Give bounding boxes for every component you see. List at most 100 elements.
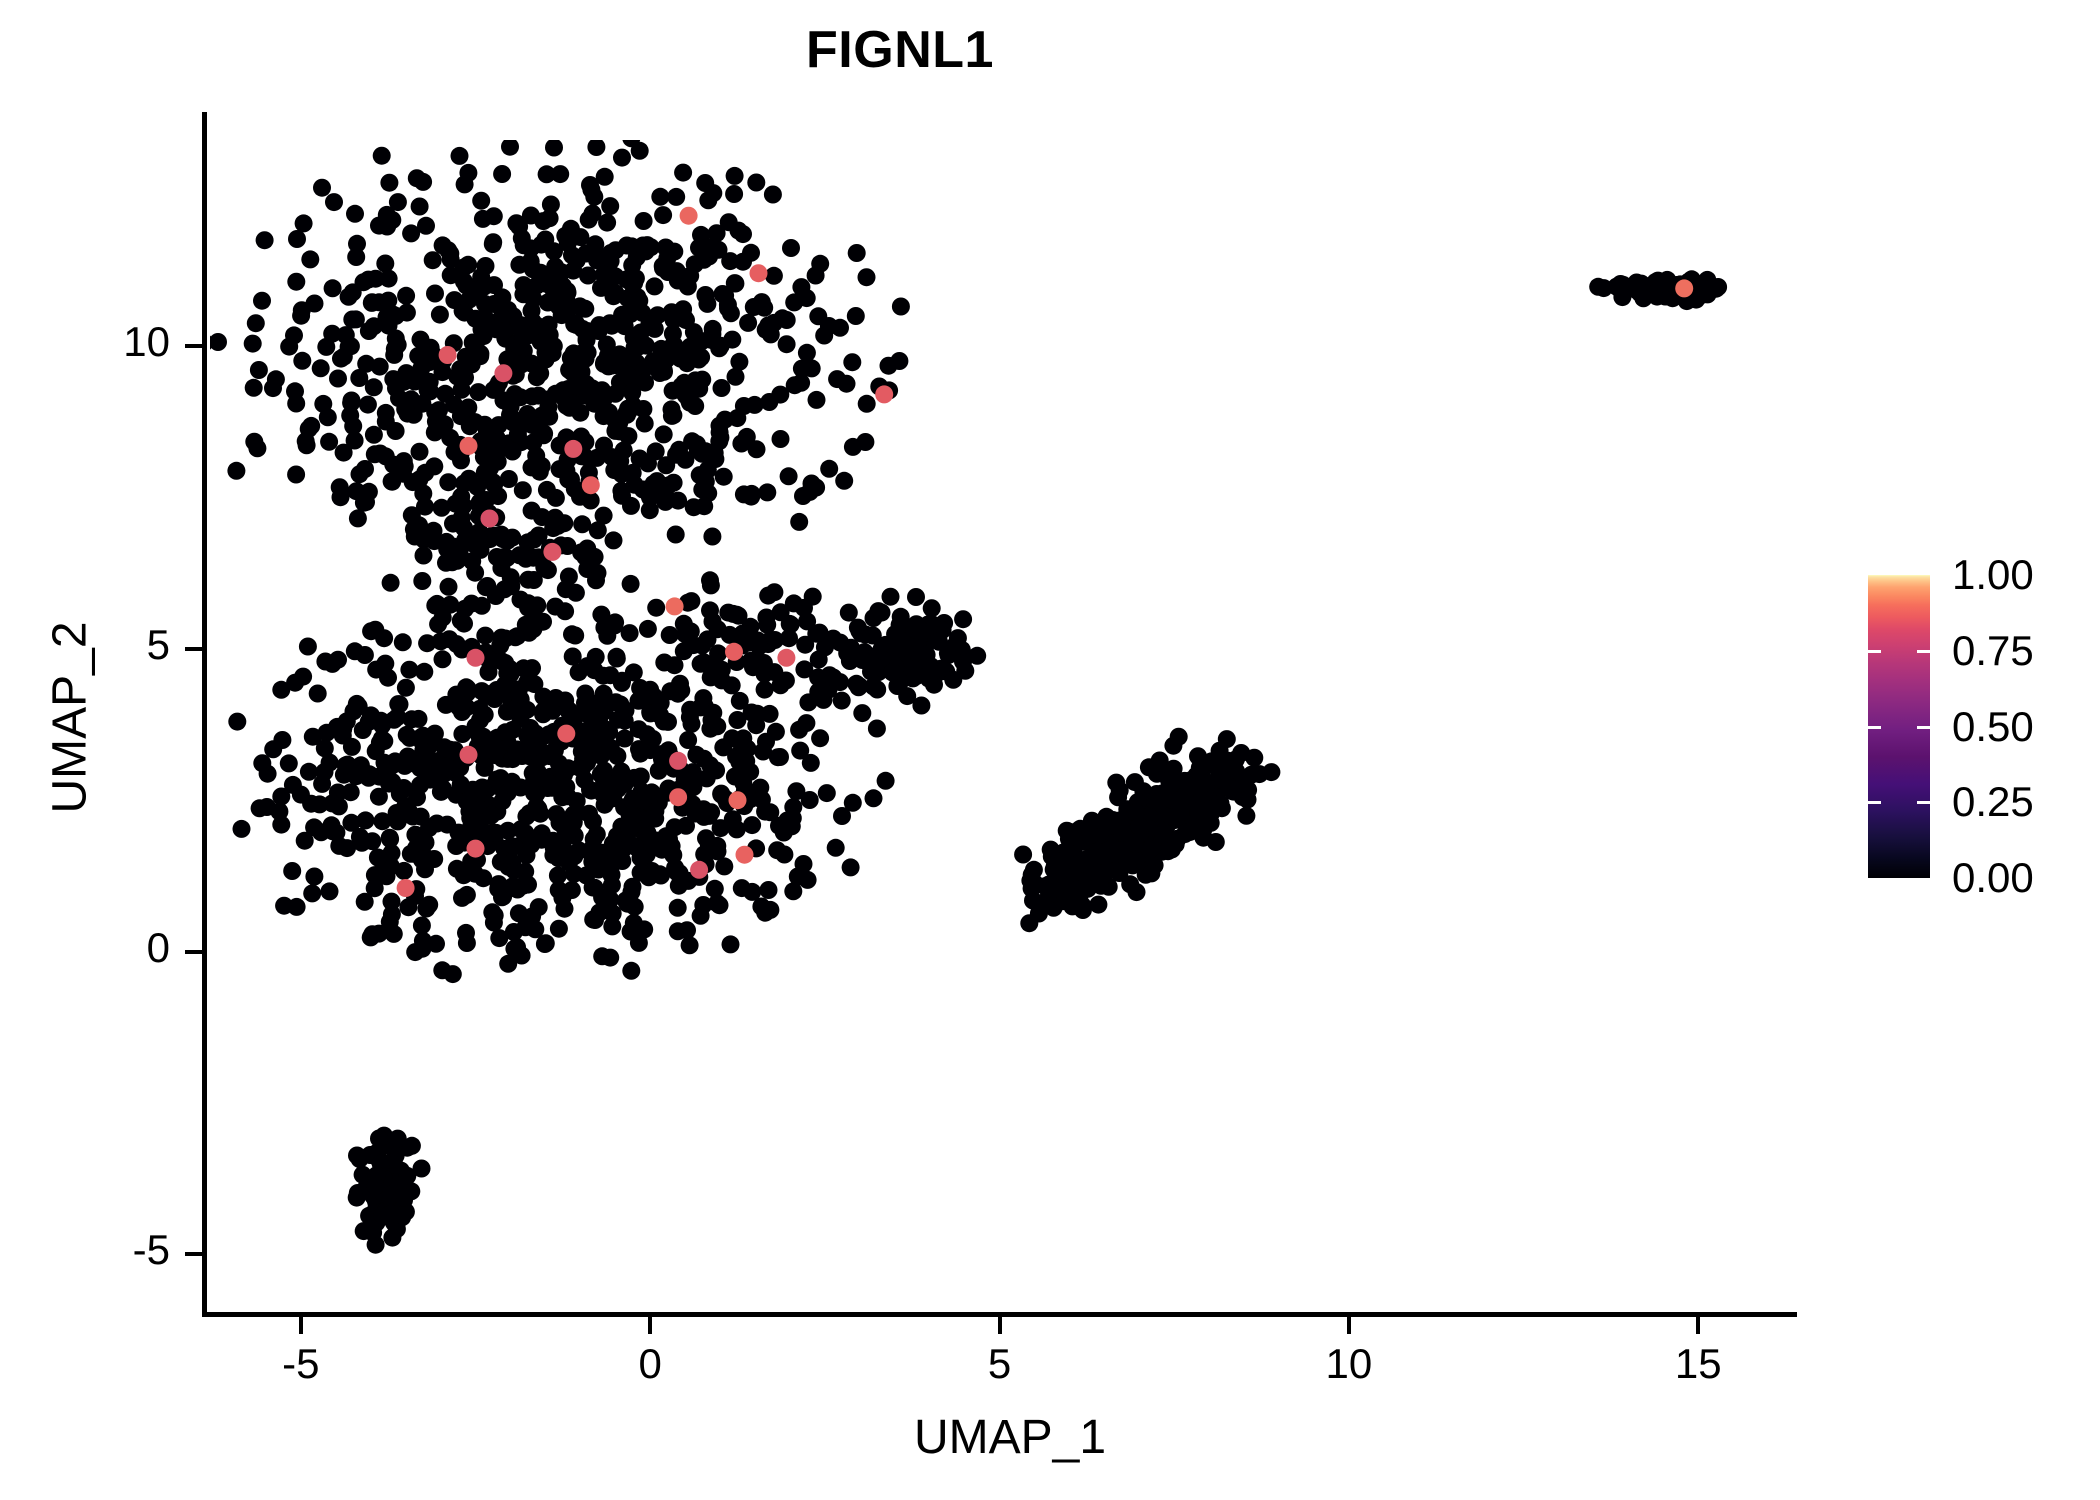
data-point [947,637,966,656]
data-point [323,279,342,298]
data-point-highlighted [679,206,698,225]
data-point [531,263,550,282]
data-point [452,451,470,470]
data-point [549,516,568,535]
data-point [703,527,722,546]
data-point [556,580,575,599]
data-point [465,281,484,300]
data-point [380,173,399,192]
data-point [358,395,377,414]
data-point [522,501,541,520]
data-point [634,212,653,230]
data-point [1210,741,1229,760]
data-point [635,414,654,433]
data-point [544,282,563,300]
data-point [622,961,641,980]
data-point [734,397,753,415]
data-point [572,756,591,775]
colorbar-tick-mark [1868,725,1881,729]
data-point [385,345,404,364]
data-point [1121,875,1140,894]
data-point [396,400,415,419]
data-point [413,572,432,590]
x-tick-mark [648,1317,653,1334]
data-point [473,209,492,228]
data-point [638,725,657,744]
data-point [393,633,412,652]
data-point [416,463,435,482]
data-point [1154,825,1173,844]
data-point [479,663,498,681]
y-tick-mark [185,1252,202,1257]
data-point-highlighted [581,476,600,495]
data-point [549,919,568,938]
data-point [759,881,778,899]
data-point [676,450,695,469]
data-point [507,214,526,233]
data-point [562,814,581,833]
data-point [1068,855,1087,874]
data-point [867,719,886,738]
data-point [756,903,775,922]
data-point [759,316,778,335]
data-point [1190,801,1209,820]
data-point-highlighted [749,264,768,283]
y-axis-title: UMAP_2 [43,621,97,814]
data-point [339,337,358,356]
data-point [1245,748,1264,767]
data-point [364,378,383,397]
data-point [968,646,987,665]
data-point [485,690,504,708]
data-point [365,879,384,898]
data-point [525,784,544,803]
data-point [795,660,814,679]
data-point [577,326,596,345]
data-point [1206,798,1225,817]
data-point [402,1136,421,1155]
data-point [668,898,687,917]
data-point [272,787,291,806]
data-point [841,858,860,877]
data-point [588,521,607,540]
data-point [833,807,851,825]
data-point [1113,823,1131,842]
data-point [459,163,478,182]
data-point [412,1159,431,1178]
data-point [499,954,518,973]
data-point [719,299,737,318]
data-point [800,482,819,501]
data-point [457,934,476,952]
data-point [701,668,720,687]
data-point [839,603,858,622]
data-point [525,769,544,788]
data-point [433,608,452,627]
data-point [595,167,614,186]
data-point [264,740,283,759]
colorbar-tick-mark [1868,649,1881,653]
data-point [696,286,715,304]
data-point [759,586,778,605]
data-point [654,259,672,278]
data-point-highlighted [557,724,576,743]
data-point [551,165,570,184]
data-point [618,365,637,384]
data-point [440,759,459,778]
data-point [719,213,738,232]
data-point [546,257,565,276]
data-point [623,463,642,482]
data-point [308,684,327,703]
data-point [646,442,665,461]
data-point [807,624,826,643]
data-point [639,868,658,887]
data-point [1096,847,1115,866]
data-point [384,305,403,324]
data-point [623,877,642,896]
data-point [433,363,452,382]
data-point [725,166,744,185]
data-point [554,838,573,857]
data-point [390,784,409,803]
data-point [534,612,552,631]
data-point [621,835,640,853]
data-point [595,618,614,637]
data-point [295,831,314,850]
